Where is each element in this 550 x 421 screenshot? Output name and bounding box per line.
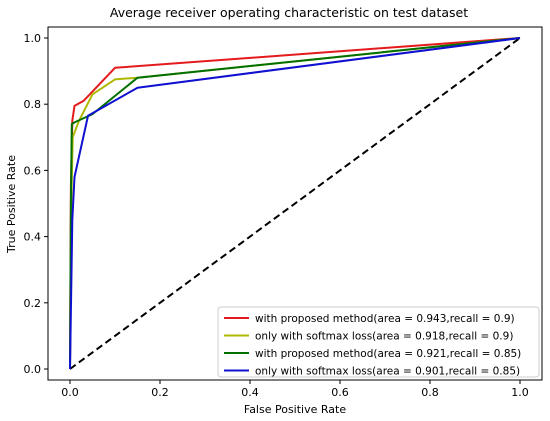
y-tick-label: 0.6 bbox=[24, 164, 42, 177]
legend: with proposed method(area = 0.943,recall… bbox=[217, 306, 540, 378]
x-tick-label: 0.4 bbox=[241, 386, 259, 399]
roc-series-line-3 bbox=[69, 37, 521, 370]
x-tick-label: 1.0 bbox=[511, 386, 529, 399]
legend-box bbox=[217, 306, 540, 378]
x-tick-label: 0.2 bbox=[151, 386, 169, 399]
chart-title: Average receiver operating characteristi… bbox=[110, 5, 468, 20]
y-tick-label: 0.2 bbox=[24, 297, 42, 310]
x-tick-label: 0.6 bbox=[331, 386, 349, 399]
legend-label-4: only with softmax loss(area = 0.901,reca… bbox=[255, 366, 520, 378]
x-axis-label: False Positive Rate bbox=[244, 403, 346, 416]
y-axis-ticks: 0.0 0.2 0.4 0.6 0.8 1.0 bbox=[24, 32, 48, 376]
y-tick-label: 0.4 bbox=[24, 231, 42, 244]
legend-label-3: with proposed method(area = 0.921,recall… bbox=[255, 348, 521, 360]
roc-series-line-4 bbox=[69, 37, 521, 370]
legend-label-2: only with softmax loss(area = 0.918,reca… bbox=[255, 331, 513, 343]
legend-label-1: with proposed method(area = 0.943,recall… bbox=[255, 313, 515, 325]
series-layer bbox=[69, 37, 521, 370]
y-tick-label: 0.0 bbox=[24, 363, 42, 376]
plot-frame bbox=[47, 26, 543, 381]
y-tick-label: 0.8 bbox=[24, 98, 42, 111]
x-tick-label: 0.8 bbox=[421, 386, 439, 399]
y-axis-label: True Positive Rate bbox=[5, 155, 18, 254]
x-axis-ticks: 0.0 0.2 0.4 0.6 0.8 1.0 bbox=[61, 380, 529, 399]
reference-layer bbox=[69, 37, 521, 370]
y-tick-label: 1.0 bbox=[24, 32, 42, 45]
x-tick-label: 0.0 bbox=[61, 386, 79, 399]
chance-line bbox=[69, 37, 521, 370]
